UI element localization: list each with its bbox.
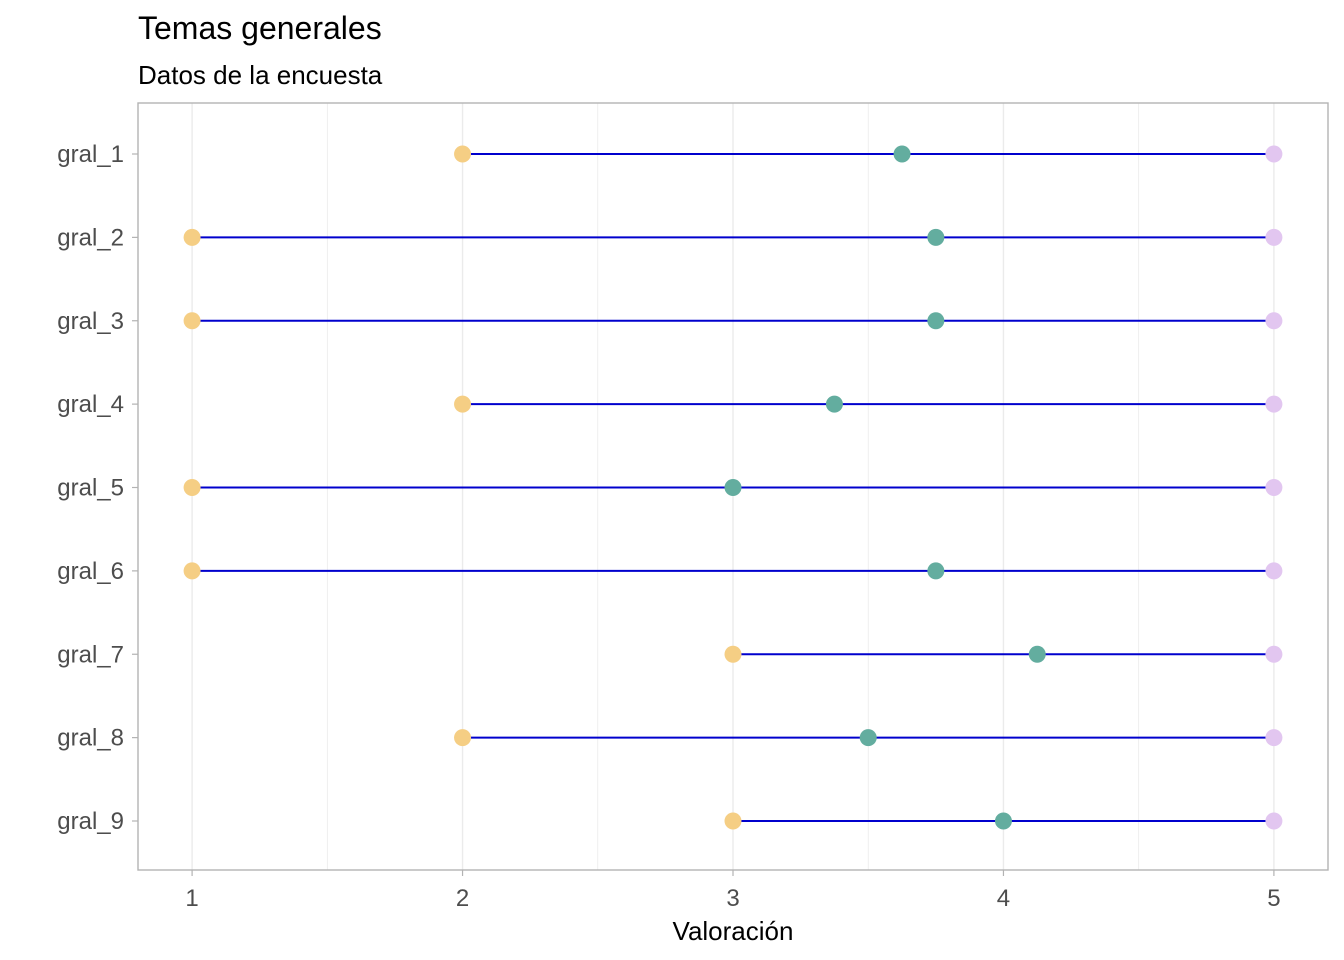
y-tick-label: gral_2 [57, 224, 124, 251]
max-point-gral_3 [1265, 312, 1283, 330]
mean-point-gral_1 [893, 145, 911, 163]
axis-ticks [132, 153, 1275, 876]
max-point-gral_6 [1265, 562, 1283, 580]
min-point-gral_1 [454, 145, 472, 163]
x-axis-title: Valoración [673, 916, 794, 946]
min-point-gral_8 [454, 729, 472, 747]
min-point-gral_6 [183, 562, 201, 580]
max-point-gral_9 [1265, 812, 1283, 830]
y-tick-labels: gral_1 gral_2 gral_3 gral_4 gral_5 gral_6gral… [57, 141, 124, 835]
mean-point-gral_4 [825, 395, 843, 413]
data-points [183, 145, 1283, 830]
y-tick-label: gral_6 [57, 558, 124, 585]
y-tick-label: gral_5 [57, 475, 124, 502]
mean-point-gral_6 [927, 562, 945, 580]
max-point-gral_1 [1265, 145, 1283, 163]
min-point-gral_7 [724, 645, 742, 663]
max-point-gral_5 [1265, 479, 1283, 496]
mean-point-gral_5 [724, 479, 742, 496]
chart-title: Temas generales [138, 10, 382, 46]
mean-point-gral_2 [927, 228, 945, 246]
x-tick-label: 4 [997, 885, 1010, 912]
max-point-gral_8 [1265, 729, 1283, 747]
y-tick-label: gral_9 [57, 808, 124, 835]
min-point-gral_3 [183, 312, 201, 330]
y-tick-label: gral_4 [57, 391, 124, 418]
x-tick-label: 5 [1267, 885, 1280, 912]
y-tick-label: gral_7 [57, 641, 124, 668]
x-tick-label: 1 [185, 885, 198, 912]
mean-point-gral_9 [994, 812, 1012, 830]
y-tick-label: gral_8 [57, 725, 124, 752]
y-tick-label: gral_3 [57, 308, 124, 335]
min-point-gral_4 [454, 395, 472, 413]
min-point-gral_2 [183, 228, 201, 246]
max-point-gral_2 [1265, 228, 1283, 246]
max-point-gral_4 [1265, 395, 1283, 413]
chart-subtitle: Datos de la encuesta [138, 60, 383, 90]
y-tick-label: gral_1 [57, 141, 124, 168]
x-tick-label: 2 [456, 885, 469, 912]
min-point-gral_9 [724, 812, 742, 830]
max-point-gral_7 [1265, 645, 1283, 663]
x-tick-labels: 1 2 3 4 5 [185, 885, 1280, 912]
mean-point-gral_3 [927, 312, 945, 330]
x-tick-label: 3 [726, 885, 739, 912]
mean-point-gral_7 [1028, 645, 1046, 663]
min-point-gral_5 [183, 479, 201, 496]
mean-point-gral_8 [859, 729, 877, 747]
